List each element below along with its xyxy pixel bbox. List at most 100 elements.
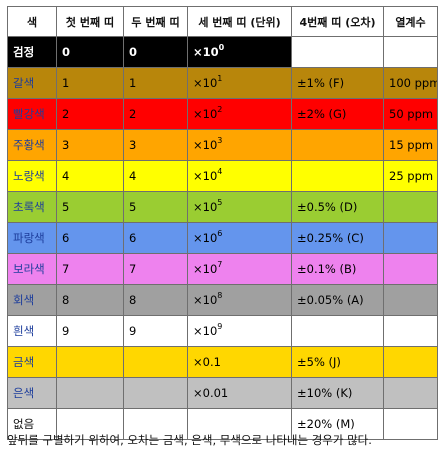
temp-coefficient-cell [383, 36, 438, 68]
multiplier-cell: ×106 [187, 222, 292, 254]
table-row: 흰색 9 9 ×109 [7, 315, 438, 347]
temp-coefficient-cell [383, 191, 438, 223]
first-band-cell: 8 [56, 284, 124, 316]
multiplier-cell: ×0.01 [187, 377, 292, 409]
resistor-color-code-table: 색 첫 번째 띠 두 번째 띠 세 번째 띠 (단위) 4번째 띠 (오차) 열… [7, 6, 438, 440]
temp-coefficient-cell [383, 222, 438, 254]
multiplier-base: ×10 [193, 293, 218, 307]
first-band-cell: 7 [56, 253, 124, 285]
multiplier-base: ×10 [193, 231, 218, 245]
footnote: 앞뒤를 구별하기 위하여, 오차는 금색, 은색, 무색으로 나타내는 경우가 … [7, 433, 372, 447]
second-band-cell: 3 [123, 129, 188, 161]
first-band-cell [56, 346, 124, 378]
temp-coefficient-cell [383, 253, 438, 285]
first-band-cell [56, 377, 124, 409]
first-band-cell: 5 [56, 191, 124, 223]
second-band-cell: 8 [123, 284, 188, 316]
color-name-cell: 없음 [7, 408, 57, 440]
table-row: 은색 ×0.01 ±10% (K) [7, 377, 438, 409]
table-row: 보라색 7 7 ×107 ±0.1% (B) [7, 253, 438, 285]
multiplier-exponent: 1 [217, 74, 223, 83]
multiplier-cell: ×105 [187, 191, 292, 223]
color-name-cell: 빨강색 [7, 98, 57, 130]
multiplier-cell: ×108 [187, 284, 292, 316]
color-name-cell: 초록색 [7, 191, 57, 223]
color-name-cell: 주황색 [7, 129, 57, 161]
temp-coefficient-cell [383, 284, 438, 316]
multiplier-base: ×10 [193, 262, 218, 276]
table-row: 주황색 3 3 ×103 15 ppm [7, 129, 438, 161]
tolerance-cell: ±0.5% (D) [291, 191, 384, 223]
header-third-band: 세 번째 띠 (단위) [187, 6, 292, 37]
table-row: 파랑색 6 6 ×106 ±0.25% (C) [7, 222, 438, 254]
tolerance-cell: ±1% (F) [291, 67, 384, 99]
tolerance-cell [291, 315, 384, 347]
tolerance-cell: ±0.25% (C) [291, 222, 384, 254]
tolerance-cell: ±0.05% (A) [291, 284, 384, 316]
multiplier-base: ×10 [193, 324, 218, 338]
header-fourth-band: 4번째 띠 (오차) [291, 6, 384, 37]
color-name-cell: 노랑색 [7, 160, 57, 192]
table-row: 노랑색 4 4 ×104 25 ppm [7, 160, 438, 192]
tolerance-cell: ±20% (M) [291, 408, 384, 440]
table-row: 갈색 1 1 ×101 ±1% (F) 100 ppm [7, 67, 438, 99]
multiplier-cell: ×104 [187, 160, 292, 192]
color-name-cell: 파랑색 [7, 222, 57, 254]
header-row: 색 첫 번째 띠 두 번째 띠 세 번째 띠 (단위) 4번째 띠 (오차) 열… [7, 6, 438, 37]
table-row: 회색 8 8 ×108 ±0.05% (A) [7, 284, 438, 316]
multiplier-cell: ×109 [187, 315, 292, 347]
table-row: 금색 ×0.1 ±5% (J) [7, 346, 438, 378]
tolerance-cell: ±0.1% (B) [291, 253, 384, 285]
header-temp-coefficient: 열계수 [383, 6, 438, 37]
header-first-band: 첫 번째 띠 [56, 6, 124, 37]
first-band-cell: 6 [56, 222, 124, 254]
temp-coefficient-cell: 100 ppm [383, 67, 438, 99]
multiplier-exponent: 2 [217, 105, 223, 114]
multiplier-base: ×10 [193, 45, 219, 59]
multiplier-exponent: 4 [217, 167, 223, 176]
color-name-cell: 갈색 [7, 67, 57, 99]
first-band-cell: 4 [56, 160, 124, 192]
color-name-cell: 회색 [7, 284, 57, 316]
second-band-cell: 4 [123, 160, 188, 192]
multiplier-base: ×0.01 [193, 386, 229, 400]
second-band-cell [123, 377, 188, 409]
second-band-cell: 1 [123, 67, 188, 99]
multiplier-exponent: 6 [217, 229, 223, 238]
multiplier-exponent: 3 [217, 136, 223, 145]
multiplier-base: ×10 [193, 169, 218, 183]
temp-coefficient-cell [383, 377, 438, 409]
second-band-cell [123, 346, 188, 378]
multiplier-cell: ×100 [187, 36, 292, 68]
second-band-cell: 6 [123, 222, 188, 254]
first-band-cell: 9 [56, 315, 124, 347]
tolerance-cell [291, 160, 384, 192]
color-name-cell: 금색 [7, 346, 57, 378]
first-band-cell: 1 [56, 67, 124, 99]
temp-coefficient-cell: 25 ppm [383, 160, 438, 192]
multiplier-exponent: 8 [217, 291, 223, 300]
first-band-cell: 3 [56, 129, 124, 161]
multiplier-base: ×10 [193, 76, 218, 90]
first-band-cell: 2 [56, 98, 124, 130]
second-band-cell: 7 [123, 253, 188, 285]
table-row: 없음 ±20% (M) [7, 408, 438, 440]
multiplier-base: ×0.1 [193, 355, 221, 369]
multiplier-exponent: 9 [217, 322, 223, 331]
multiplier-base: ×10 [193, 138, 218, 152]
tolerance-cell [291, 36, 384, 68]
tolerance-cell: ±2% (G) [291, 98, 384, 130]
header-color: 색 [7, 6, 57, 37]
first-band-cell [56, 408, 124, 440]
second-band-cell: 9 [123, 315, 188, 347]
temp-coefficient-cell [383, 346, 438, 378]
multiplier-cell: ×107 [187, 253, 292, 285]
tolerance-cell [291, 129, 384, 161]
multiplier-base: ×10 [193, 107, 218, 121]
second-band-cell: 2 [123, 98, 188, 130]
tolerance-cell: ±10% (K) [291, 377, 384, 409]
temp-coefficient-cell: 15 ppm [383, 129, 438, 161]
multiplier-cell: ×102 [187, 98, 292, 130]
color-name-cell: 흰색 [7, 315, 57, 347]
table-row: 빨강색 2 2 ×102 ±2% (G) 50 ppm [7, 98, 438, 130]
